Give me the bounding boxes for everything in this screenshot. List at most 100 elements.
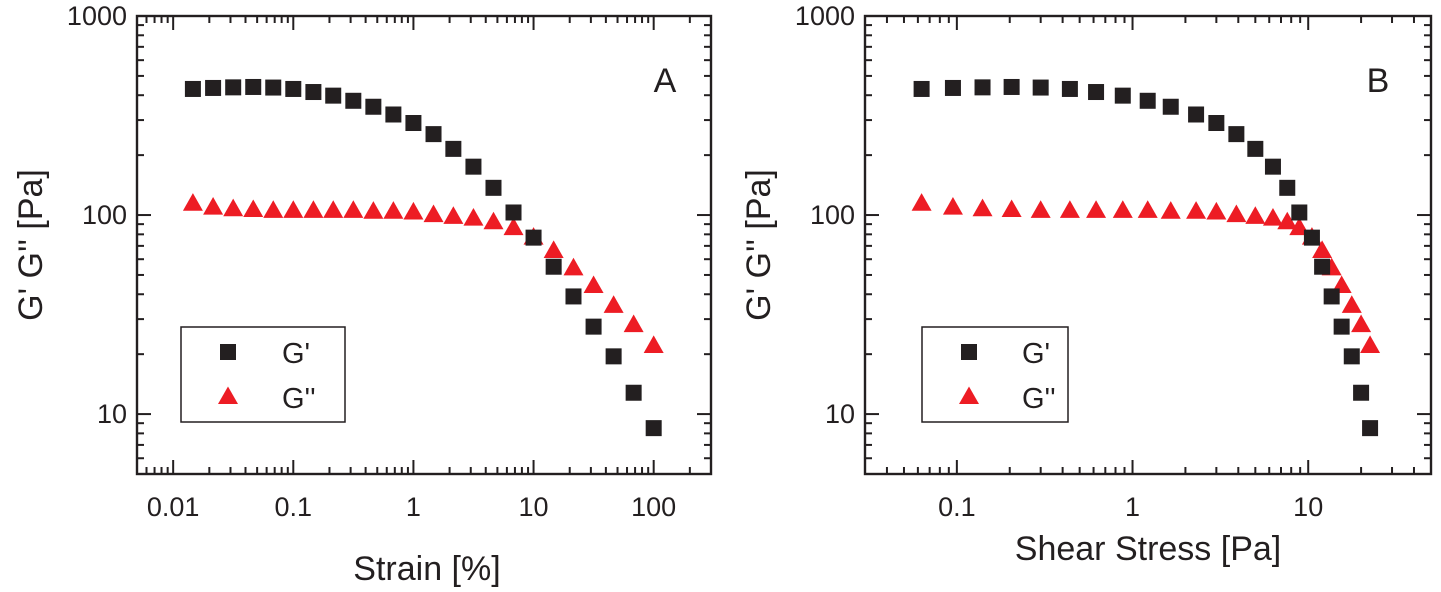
data-point-g-prime (184, 80, 201, 97)
data-point-g-prime (205, 79, 222, 96)
data-point-g-double-prime (243, 199, 264, 218)
legend: G' G'' (921, 326, 1069, 423)
chart-panel-a: 0.01 0.1 1 10 100 10 100 1000 Strain [%] G' G'' [… (12, 1, 713, 588)
data-point-g-prime (325, 87, 342, 104)
data-point-g-prime (1291, 204, 1308, 221)
legend-marker-square (220, 344, 236, 360)
data-point-g-double-prime (463, 208, 484, 226)
series-g-prime (913, 78, 1379, 437)
data-point-g-prime (974, 79, 991, 96)
data-point-g-prime (1279, 179, 1296, 196)
data-point-g-double-prime (483, 211, 504, 230)
data-point-g-prime (285, 80, 302, 97)
data-point-g-prime (505, 204, 522, 221)
data-point-g-double-prime (1160, 201, 1181, 219)
panel-label: A (654, 62, 677, 100)
data-point-g-double-prime (383, 201, 404, 219)
legend-box (921, 326, 1069, 423)
x-tick-label: 100 (631, 492, 676, 522)
data-point-g-double-prime (1341, 295, 1362, 313)
data-point-g-prime (225, 79, 242, 96)
x-tick-label: 0.1 (938, 492, 976, 522)
data-point-g-double-prime (443, 206, 464, 224)
data-point-g-prime (1343, 348, 1360, 365)
x-tick-label: 0.01 (147, 492, 200, 522)
data-point-g-prime (445, 140, 462, 157)
data-point-g-prime (645, 420, 662, 437)
data-point-g-prime (1139, 92, 1156, 109)
data-point-g-prime (1208, 115, 1225, 132)
data-point-g-prime (1114, 87, 1131, 104)
y-tick-label: 1000 (67, 1, 127, 31)
data-point-g-double-prime (283, 200, 304, 218)
data-point-g-prime (565, 288, 582, 305)
axis-ticks (864, 15, 1432, 475)
data-point-g-double-prime (303, 200, 324, 218)
series-g-double-prime (182, 193, 664, 353)
data-point-g-prime (1362, 420, 1379, 437)
legend: G' G'' (180, 326, 346, 423)
data-point-g-prime (485, 179, 502, 196)
data-point-g-double-prime (1112, 200, 1133, 218)
data-point-g-prime (605, 348, 622, 365)
x-axis-title: Strain [%] (353, 550, 500, 588)
data-point-g-double-prime (603, 295, 624, 313)
data-point-g-double-prime (1351, 314, 1372, 333)
data-point-g-prime (525, 229, 542, 246)
data-point-g-double-prime (1059, 200, 1080, 218)
data-point-g-double-prime (911, 193, 932, 211)
y-tick-label: 10 (97, 399, 127, 429)
y-tick-label: 10 (825, 399, 855, 429)
data-point-g-double-prime (203, 197, 224, 215)
legend-marker-triangle (959, 386, 979, 405)
legend-label: G' (282, 338, 310, 370)
data-point-g-double-prime (643, 335, 664, 353)
data-point-g-double-prime (1137, 200, 1158, 218)
data-point-g-double-prime (543, 240, 564, 258)
data-point-g-double-prime (503, 217, 524, 236)
legend-marker-square (961, 344, 977, 360)
data-point-g-prime (1228, 126, 1245, 143)
legend-box (180, 326, 346, 423)
data-point-g-double-prime (1245, 206, 1266, 224)
data-point-g-prime (1032, 79, 1049, 96)
data-point-g-double-prime (323, 200, 344, 218)
data-point-g-double-prime (223, 198, 244, 217)
data-point-g-prime (1188, 106, 1205, 123)
x-tick-label: 1 (406, 492, 421, 522)
data-point-g-prime (265, 79, 282, 96)
data-point-g-prime (405, 115, 422, 132)
data-point-g-double-prime (1001, 199, 1022, 218)
legend-label: G'' (282, 383, 316, 415)
data-point-g-double-prime (563, 257, 584, 276)
data-point-g-prime (245, 78, 262, 95)
data-point-g-prime (1003, 78, 1020, 95)
data-point-g-double-prime (1186, 201, 1207, 219)
x-tick-label: 10 (1293, 492, 1323, 522)
data-point-g-double-prime (1206, 201, 1227, 220)
data-point-g-double-prime (1030, 200, 1051, 218)
data-point-g-prime (545, 258, 562, 275)
y-axis-title: G' G'' [Pa] (12, 169, 50, 321)
data-point-g-prime (465, 158, 482, 175)
data-point-g-double-prime (1086, 200, 1107, 218)
data-point-g-prime (1247, 140, 1264, 157)
y-tick-label: 100 (82, 200, 127, 230)
legend-label: G'' (1022, 383, 1056, 415)
data-point-g-prime (1303, 229, 1320, 246)
panel-label: B (1367, 62, 1390, 100)
y-tick-label: 1000 (795, 1, 855, 31)
data-point-g-double-prime (1360, 335, 1381, 353)
data-point-g-prime (944, 79, 961, 96)
axis-ticks (136, 15, 712, 475)
data-point-g-double-prime (363, 201, 384, 219)
data-point-g-prime (1333, 318, 1350, 335)
data-point-g-double-prime (623, 314, 644, 333)
data-point-g-prime (1323, 288, 1340, 305)
data-point-g-prime (585, 318, 602, 335)
data-point-g-double-prime (972, 198, 993, 217)
data-point-g-double-prime (182, 193, 203, 211)
data-point-g-prime (913, 80, 930, 97)
data-point-g-prime (1061, 80, 1078, 97)
